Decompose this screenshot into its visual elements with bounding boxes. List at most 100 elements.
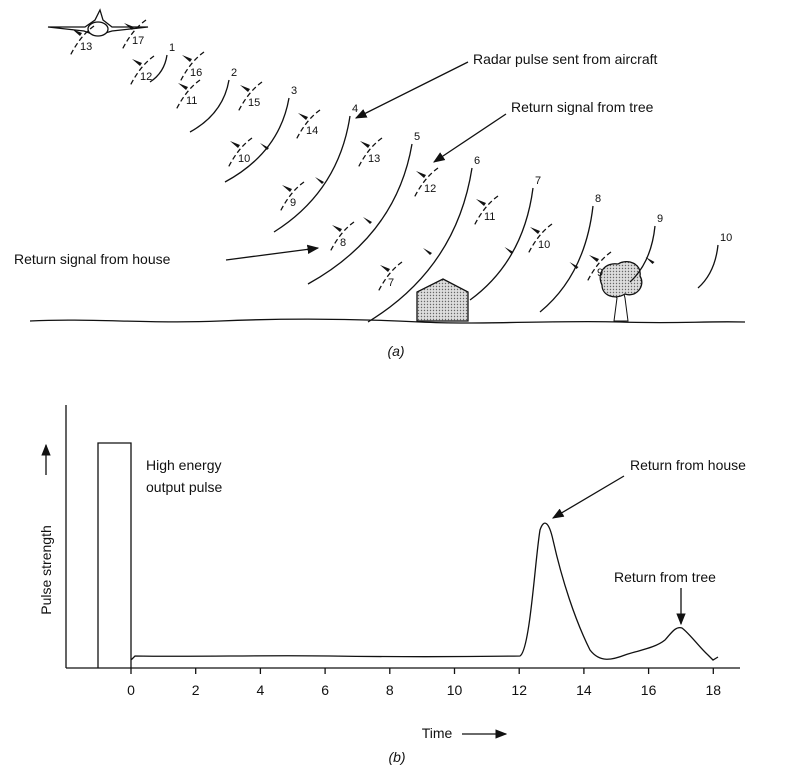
ground <box>29 318 746 324</box>
return-echo <box>586 251 612 283</box>
pulse-label: 10 <box>720 232 732 244</box>
x-tick-label: 14 <box>576 682 592 698</box>
x-tick-label: 2 <box>192 682 200 698</box>
pulse-front <box>539 205 594 313</box>
x-tick-label: 6 <box>321 682 329 698</box>
tree <box>599 261 643 322</box>
wedge <box>315 177 324 184</box>
wedge <box>240 85 250 92</box>
return-label: 10 <box>238 153 250 165</box>
wedge <box>178 83 188 90</box>
wedge <box>380 265 390 272</box>
x-tick-label: 4 <box>257 682 265 698</box>
return-label: 12 <box>140 71 152 83</box>
x-axis-label: Time <box>422 725 453 741</box>
return-echo <box>413 167 439 199</box>
return-label: 12 <box>424 183 436 195</box>
x-tick-label: 10 <box>447 682 463 698</box>
pulse-label: 5 <box>414 131 420 143</box>
return-echo <box>279 181 305 213</box>
wedge <box>423 248 432 255</box>
wedge <box>230 141 240 148</box>
pulse-label: 3 <box>291 85 297 97</box>
wedge <box>530 227 540 234</box>
return-label: 9 <box>597 267 603 279</box>
return-label: 17 <box>132 35 144 47</box>
wedge <box>182 55 192 62</box>
return-echo <box>179 51 205 83</box>
pulse-label: 8 <box>595 193 601 205</box>
return-label: 13 <box>368 153 380 165</box>
x-tick-label: 0 <box>127 682 135 698</box>
return-label: 8 <box>340 237 346 249</box>
house <box>416 278 469 322</box>
pulse-front <box>224 97 290 183</box>
pulse-front <box>367 167 473 323</box>
wedge <box>416 171 426 178</box>
return-label: 9 <box>290 197 296 209</box>
return-label: 11 <box>484 211 495 223</box>
pulse-front <box>149 54 168 83</box>
arrow <box>354 61 469 119</box>
pulse-label: 1 <box>169 42 175 54</box>
annotation: Return signal from house <box>14 251 171 267</box>
annotation: output pulse <box>146 479 222 495</box>
wedge <box>298 113 308 120</box>
pulse-label: 7 <box>535 175 541 187</box>
return-label: 10 <box>538 239 550 251</box>
wedge <box>72 29 82 36</box>
return-label: 11 <box>186 95 197 107</box>
arrow <box>551 475 625 519</box>
return-echo <box>69 25 95 57</box>
wedge <box>589 255 599 262</box>
return-label: 15 <box>248 97 260 109</box>
pulse-front <box>273 115 351 233</box>
wedge <box>569 262 579 269</box>
wedge <box>332 225 342 232</box>
wedge <box>360 141 370 148</box>
return-echo <box>473 195 499 227</box>
wedge <box>476 199 486 206</box>
x-tick-label: 8 <box>386 682 394 698</box>
return-echo <box>121 19 147 51</box>
annotation: Return from tree <box>614 569 716 585</box>
x-tick-label: 18 <box>706 682 722 698</box>
pulse-signal <box>97 442 719 668</box>
return-echo <box>129 55 155 87</box>
return-echo <box>227 137 253 169</box>
y-axis-label: Pulse strength <box>38 525 54 615</box>
return-label: 13 <box>80 41 92 53</box>
return-echo <box>295 109 321 141</box>
pulse-label: 4 <box>352 103 358 115</box>
return-echo <box>175 79 201 111</box>
wedge <box>504 247 514 254</box>
wedge <box>645 257 655 264</box>
pulse-label: 9 <box>657 213 663 225</box>
wedge <box>132 59 142 66</box>
return-label: 14 <box>306 125 318 137</box>
return-label: 7 <box>388 277 394 289</box>
annotation: High energy <box>146 457 222 473</box>
pulse-front <box>469 187 534 301</box>
return-echo <box>377 261 403 293</box>
wedge <box>124 23 134 30</box>
return-label: 16 <box>190 67 202 79</box>
return-echo <box>527 223 553 255</box>
pulse-label: 2 <box>231 67 237 79</box>
x-tick-label: 12 <box>511 682 527 698</box>
pulse-front <box>189 79 230 133</box>
pulse-front <box>697 244 719 289</box>
annotation: Radar pulse sent from aircraft <box>473 51 658 67</box>
caption: (a) <box>387 343 404 359</box>
aircraft <box>47 8 149 37</box>
wedge <box>363 217 372 224</box>
pulse-label: 6 <box>474 155 480 167</box>
return-echo <box>329 221 355 253</box>
wedge <box>260 143 269 150</box>
return-echo <box>357 137 383 169</box>
x-tick-label: 16 <box>641 682 657 698</box>
pulse-front <box>307 143 413 285</box>
arrow <box>433 113 507 163</box>
return-echo <box>237 81 263 113</box>
